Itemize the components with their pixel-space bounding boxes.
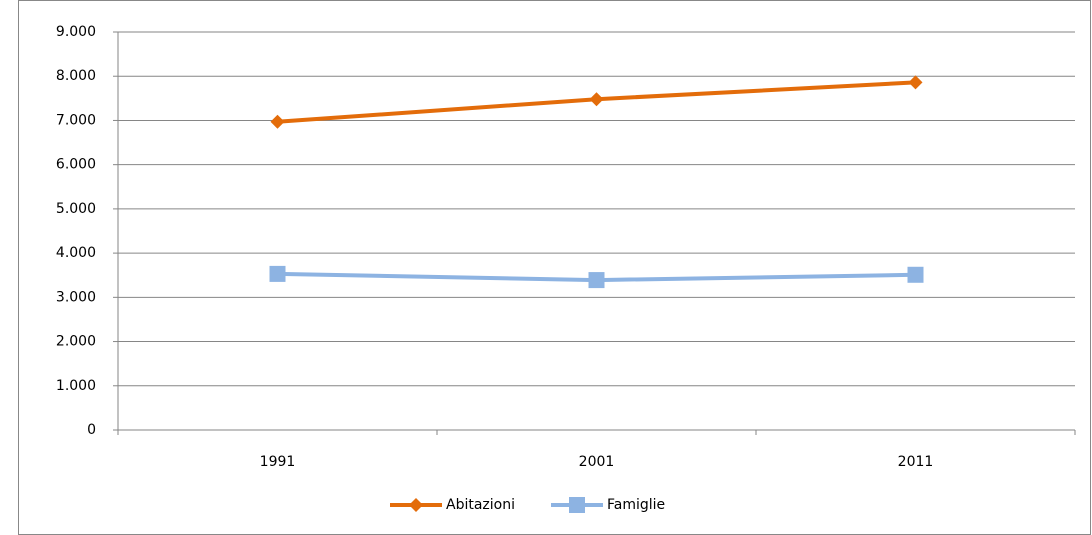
x-tick-label: 2011 <box>898 454 934 470</box>
data-point <box>907 266 924 283</box>
data-point <box>588 272 605 289</box>
legend-label: Famiglie <box>607 497 665 513</box>
y-tick-label: 9.000 <box>56 24 96 40</box>
y-tick-label: 1.000 <box>56 378 96 394</box>
x-tick-label: 1991 <box>260 454 296 470</box>
y-tick-label: 6.000 <box>56 157 96 173</box>
data-point <box>908 75 923 90</box>
legend-marker <box>409 498 423 512</box>
data-point <box>270 114 285 129</box>
y-tick-label: 7.000 <box>56 112 96 128</box>
y-tick-label: 4.000 <box>56 245 96 261</box>
y-tick-label: 3.000 <box>56 289 96 305</box>
data-point <box>269 265 286 282</box>
legend-label: Abitazioni <box>446 497 515 513</box>
y-tick-label: 8.000 <box>56 68 96 84</box>
x-tick-label: 2001 <box>579 454 615 470</box>
y-tick-label: 2.000 <box>56 334 96 350</box>
data-point <box>589 92 604 107</box>
legend-marker <box>569 497 585 513</box>
y-tick-label: 0 <box>87 422 96 438</box>
y-tick-label: 5.000 <box>56 201 96 217</box>
